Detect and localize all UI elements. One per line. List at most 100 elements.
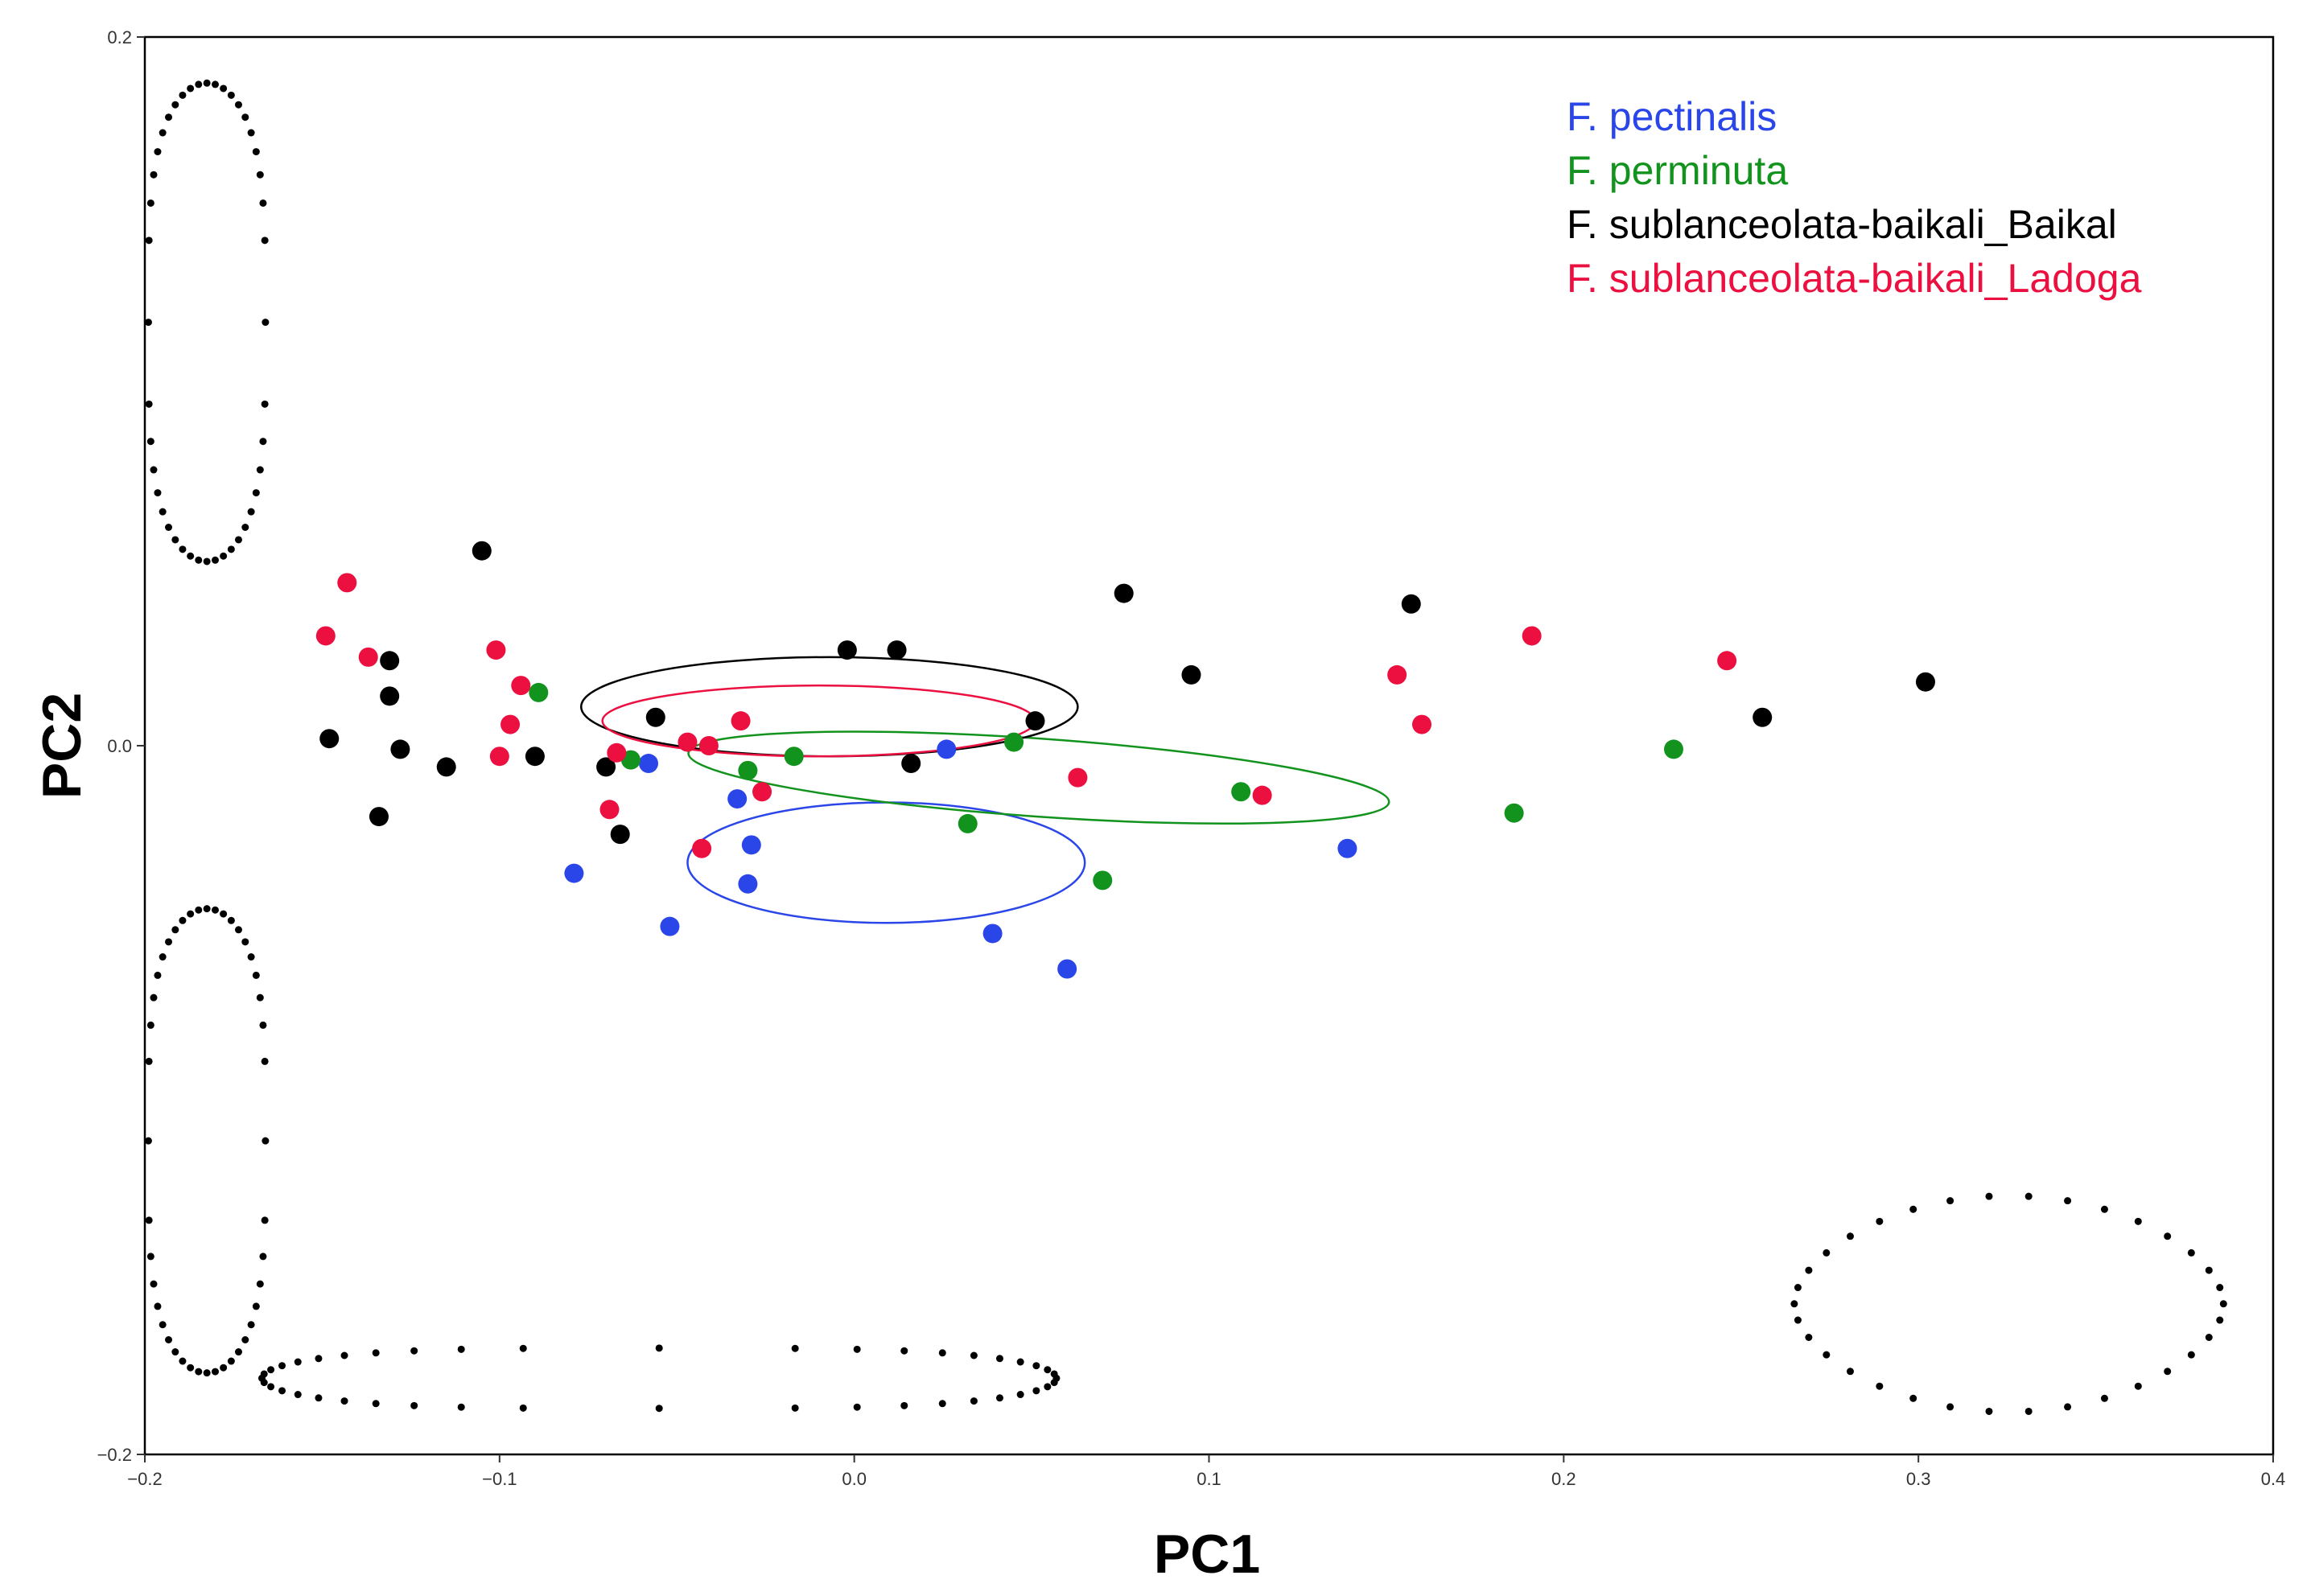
outline-landmark [1032, 1362, 1040, 1370]
outline-landmark [150, 171, 158, 179]
data-point [1093, 870, 1113, 891]
outline-landmark [267, 1366, 275, 1374]
outline-landmark [1790, 1300, 1798, 1308]
outline-landmark [1846, 1232, 1854, 1240]
outline-landmark [256, 993, 264, 1002]
outline-landmark [278, 1362, 286, 1370]
data-point [1004, 732, 1024, 752]
outline-landmark [179, 1357, 187, 1365]
outline-landmark [1794, 1316, 1802, 1324]
outline-landmark [211, 556, 219, 564]
outline-landmark [159, 508, 167, 516]
outline-landmark [995, 1355, 1003, 1363]
data-point [564, 863, 584, 883]
outline-landmark [256, 171, 264, 179]
legend: F. pectinalis F. perminuta F. sublanceolat… [1567, 94, 2142, 301]
outline-landmark [144, 1137, 152, 1145]
x-tick-label: 0.0 [842, 1469, 867, 1489]
outline-landmark [262, 1137, 270, 1145]
data-point [937, 739, 957, 759]
outline-landmark [211, 80, 219, 88]
outline-landmark [234, 536, 242, 544]
outline-landmark [165, 523, 173, 531]
outline-landmark [150, 993, 158, 1002]
outline-landmark [1050, 1370, 1058, 1378]
outline-landmark [457, 1345, 465, 1353]
data-point [599, 800, 620, 820]
outline-landmark [1946, 1403, 1954, 1411]
outline-landmark [256, 466, 264, 474]
outline-landmark [1050, 1379, 1058, 1387]
data-point [380, 686, 400, 706]
outline-landmark [227, 1357, 235, 1365]
outline-landmark [165, 113, 173, 121]
outline-landmark [1032, 1387, 1040, 1395]
outline-bottom-middle [257, 1344, 1061, 1413]
data-point [436, 757, 456, 777]
outline-landmark [995, 1394, 1003, 1402]
outline-landmark [791, 1404, 799, 1412]
data-point [390, 739, 410, 759]
outline-landmark [2219, 1300, 2227, 1308]
y-tick-label: 0.2 [107, 27, 132, 47]
outline-landmark [179, 916, 187, 924]
data-point [472, 541, 492, 561]
data-point [958, 813, 978, 833]
outline-landmark [145, 1216, 153, 1224]
data-point [1504, 803, 1524, 823]
outline-landmark [227, 91, 235, 99]
outline-landmark [261, 400, 269, 408]
outline-landmark [252, 148, 260, 156]
data-point [837, 640, 857, 660]
outline-landmark [154, 148, 162, 156]
outline-top-left [144, 79, 270, 566]
outline-landmark [938, 1400, 946, 1408]
outline-landmark [2100, 1394, 2108, 1402]
outline-landmark [165, 1335, 173, 1343]
outline-landmark [256, 1280, 264, 1288]
outline-landmark [410, 1401, 418, 1409]
outline-landmark [655, 1344, 663, 1352]
data-point [1025, 711, 1045, 731]
data-point [529, 682, 549, 702]
axes: −0.2 −0.1 0.0 0.1 0.2 0.3 0.4 −0.2 0.0 0.2 [97, 27, 2286, 1489]
legend-entry-1: F. perminuta [1567, 148, 1788, 193]
data-point [1753, 707, 1773, 727]
outline-landmark [241, 1335, 249, 1343]
outline-landmark [187, 1364, 195, 1372]
outline-landmark [970, 1397, 978, 1405]
data-points [315, 541, 1935, 979]
outline-bottom-right [1790, 1192, 2227, 1415]
x-tick-label: −0.1 [482, 1469, 517, 1489]
data-point [358, 647, 378, 667]
outline-landmark [1823, 1351, 1831, 1359]
outline-landmark [261, 1057, 269, 1065]
outline-landmark [2187, 1351, 2195, 1359]
data-point [731, 711, 751, 731]
outline-landmark [171, 101, 179, 109]
data-point [1717, 651, 1737, 671]
data-point [596, 757, 616, 777]
outline-landmark [1016, 1358, 1024, 1366]
outline-landmark [187, 84, 195, 93]
outline-landmark [195, 80, 203, 88]
data-point [727, 789, 748, 809]
outline-landmark [1823, 1248, 1831, 1257]
data-point [741, 835, 761, 855]
data-point [1231, 782, 1251, 802]
outline-landmark [247, 1321, 255, 1329]
outline-landmark [1985, 1407, 1993, 1415]
outline-landmark [262, 319, 270, 327]
data-point [738, 760, 758, 780]
outline-landmark [2024, 1407, 2033, 1415]
data-point [678, 732, 698, 752]
outline-landmark [195, 1368, 203, 1376]
data-point [380, 651, 400, 671]
series-2-points [319, 541, 1935, 845]
outline-landmark [315, 1394, 323, 1402]
outline-landmark [227, 916, 235, 924]
outline-landmark [171, 926, 179, 934]
outline-landmark [187, 552, 195, 560]
legend-entry-3: F. sublanceolata-baikali_Ladoga [1567, 256, 2142, 301]
